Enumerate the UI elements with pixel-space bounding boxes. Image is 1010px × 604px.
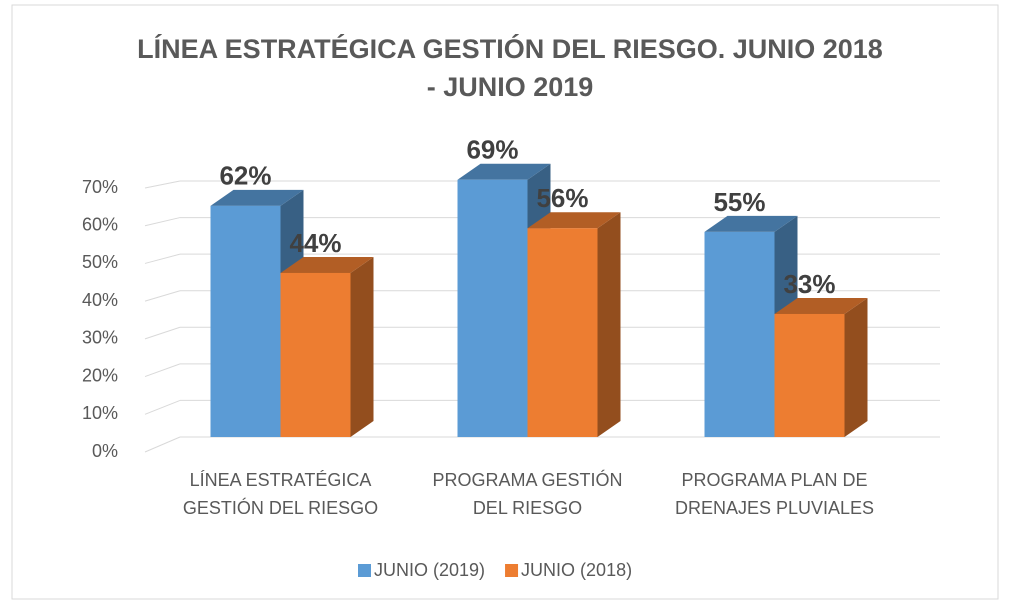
grid-line-depth [144,326,181,340]
y-tick-label: 70% [82,177,118,197]
bar-front [704,231,775,437]
bar-front [774,313,845,437]
bar-top [210,189,304,206]
x-tick-label: PROGRAMA GESTIÓN DEL RIESGO [432,470,623,518]
bar-side [597,212,621,437]
grid-line-depth [144,253,181,264]
y-tick-label: 0% [92,441,118,461]
legend-swatch [505,564,519,577]
chart-title: LÍNEA ESTRATÉGICA GESTIÓN DEL RIESGO. JU… [137,34,883,102]
data-label: 55% [713,187,765,217]
legend-label: JUNIO (2019) [374,560,485,580]
bar [527,212,621,437]
bar [774,297,868,437]
bar-front [527,228,598,437]
grid-line-depth [144,436,181,453]
x-tick-label: LÍNEA ESTRATÉGICA GESTIÓN DEL RIESGO [182,470,379,518]
x-tick-label: PROGRAMA PLAN DE DRENAJES PLUVIALES [674,470,875,518]
data-label: 56% [536,183,588,213]
grid-line-depth [144,363,181,378]
bar-top [774,297,868,314]
y-tick-label: 60% [82,214,118,234]
y-tick-label: 40% [82,290,118,310]
y-tick-label: 50% [82,252,118,272]
y-tick-label: 30% [82,328,118,348]
bar-front [210,205,281,437]
bar-front [280,272,351,437]
data-label: 44% [289,228,341,258]
legend-label: JUNIO (2018) [521,560,632,580]
bar-top [527,212,621,229]
bar [280,256,374,437]
bar-side [844,297,868,437]
grid-line-depth [144,290,181,302]
grid-line-depth [144,399,181,415]
y-tick-label: 20% [82,365,118,385]
grid-line-depth [144,217,181,227]
data-label: 62% [219,161,271,191]
data-label: 69% [466,135,518,165]
data-label: 33% [783,269,835,299]
bar-top [280,256,374,273]
legend-swatch [358,564,371,577]
grid-line-depth [144,180,181,189]
bar-top [457,163,551,180]
y-tick-label: 10% [82,403,118,423]
bar-front [457,179,528,437]
bar-top [704,215,798,232]
bar-side [350,256,374,437]
